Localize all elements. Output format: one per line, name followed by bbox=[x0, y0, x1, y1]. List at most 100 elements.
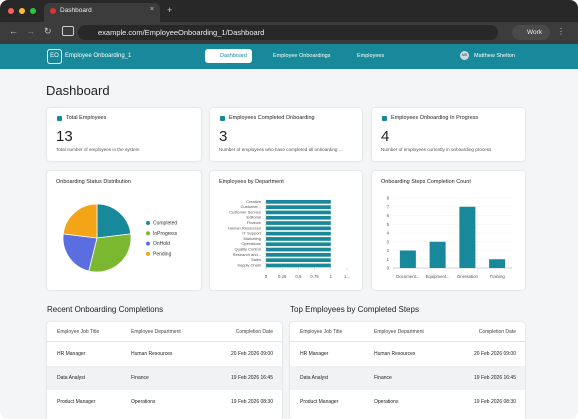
table-cell: Product Manager bbox=[57, 399, 96, 405]
active-nav-pill[interactable] bbox=[205, 49, 252, 63]
x-tick-label: Training bbox=[489, 274, 505, 279]
table-cell: 19 Feb 2026 16:45 bbox=[474, 375, 516, 381]
x-tick-label: 0.5 bbox=[295, 274, 302, 279]
table-title: Recent Onboarding Completions bbox=[47, 305, 164, 314]
stat-value: 13 bbox=[56, 128, 73, 145]
stat-card bbox=[210, 108, 362, 161]
nav-link[interactable]: Employees bbox=[357, 53, 385, 59]
stat-value: 4 bbox=[381, 128, 390, 145]
stat-title: Employees Completed Onboarding bbox=[229, 115, 315, 121]
stat-value: 3 bbox=[219, 128, 228, 145]
nav-link[interactable]: Dashboard bbox=[220, 53, 247, 59]
app-navbar bbox=[0, 44, 578, 69]
new-tab[interactable]: + bbox=[167, 5, 173, 15]
x-tick-label: Equipment... bbox=[426, 274, 450, 279]
table-cell: HR Manager bbox=[57, 351, 86, 357]
table-cell: Product Manager bbox=[300, 399, 339, 405]
chart-title: Onboarding Status Distribution bbox=[56, 179, 131, 185]
pie-slice bbox=[62, 203, 98, 239]
stat-card bbox=[47, 108, 201, 161]
column-header: Employee Department bbox=[131, 329, 181, 335]
y-tick-label: IT Support bbox=[242, 231, 261, 236]
chart-title: Employees by Department bbox=[219, 179, 284, 185]
x-tick-label: 1 bbox=[330, 274, 333, 279]
row-stripe bbox=[290, 366, 525, 390]
column-header: Employee Job Title bbox=[57, 329, 100, 335]
x-tick-label: Orientation bbox=[457, 274, 479, 279]
table-cell: Data Analyst bbox=[300, 375, 329, 381]
maximize-button[interactable] bbox=[30, 8, 36, 14]
close-button[interactable] bbox=[8, 8, 14, 14]
forward-button[interactable]: → bbox=[26, 26, 35, 36]
tab-search[interactable] bbox=[62, 26, 74, 36]
y-tick-label: 1 bbox=[387, 257, 390, 262]
y-tick-label: Customer... bbox=[241, 204, 261, 209]
bar bbox=[266, 205, 331, 209]
column-header: Completion Date bbox=[478, 329, 516, 335]
table-cell: 19 Feb 2026 16:45 bbox=[231, 375, 273, 381]
y-tick-label: 8 bbox=[387, 196, 390, 201]
bar bbox=[266, 200, 331, 204]
app-name[interactable]: Employee Onboarding_1 bbox=[65, 53, 132, 59]
stat-title: Employees Onboarding In Progress bbox=[391, 115, 479, 121]
y-tick-label: Sales bbox=[251, 257, 261, 262]
y-tick-label: Supply Chain bbox=[237, 262, 261, 267]
tab-title: Dashboard bbox=[60, 7, 92, 14]
tab-close[interactable]: × bbox=[150, 6, 155, 13]
bar bbox=[459, 206, 476, 268]
user-name[interactable]: Matthew Shelton bbox=[474, 53, 515, 59]
y-tick-label: Quality Control bbox=[235, 247, 262, 252]
column-header: Employee Department bbox=[374, 329, 424, 335]
table-cell: 19 Feb 2026 08:30 bbox=[231, 399, 273, 405]
page-title: Dashboard bbox=[46, 83, 110, 98]
row-divider bbox=[47, 341, 282, 342]
stat-card bbox=[372, 108, 525, 161]
y-tick-label: Editorial bbox=[247, 215, 262, 220]
stat-icon bbox=[57, 116, 62, 121]
y-tick-label: 3 bbox=[387, 239, 390, 244]
bar bbox=[266, 237, 331, 241]
column-header: Employee Job Title bbox=[300, 329, 343, 335]
bar bbox=[489, 259, 506, 268]
column-header: Completion Date bbox=[235, 329, 273, 335]
profile-button[interactable] bbox=[512, 25, 550, 40]
x-tick-label: 0.75 bbox=[310, 274, 319, 279]
menu-button[interactable]: ⋮ bbox=[557, 27, 565, 36]
pie-slice bbox=[62, 233, 98, 272]
legend-swatch bbox=[146, 221, 150, 225]
logo[interactable]: EO bbox=[47, 49, 62, 64]
nav-link[interactable]: Employee Onboardings bbox=[273, 53, 331, 59]
legend-label: OnHold bbox=[153, 241, 170, 247]
avatar[interactable]: MS bbox=[460, 51, 469, 60]
bar bbox=[399, 250, 416, 268]
url: example.com/EmployeeOnboarding_1/Dashboa… bbox=[98, 28, 265, 37]
x-tick-label: 1... bbox=[344, 274, 350, 279]
bar bbox=[429, 241, 446, 268]
table-cell: Data Analyst bbox=[57, 375, 86, 381]
legend-swatch bbox=[146, 251, 150, 256]
bar bbox=[266, 210, 331, 215]
address-bar[interactable] bbox=[78, 25, 498, 40]
back-button[interactable]: ← bbox=[9, 26, 18, 36]
y-tick-label: Finance bbox=[247, 220, 262, 225]
chart-card bbox=[210, 171, 362, 290]
table-title: Top Employees by Completed Steps bbox=[290, 305, 419, 314]
y-tick-label: 5 bbox=[387, 222, 390, 227]
table-cell: 19 Feb 2026 08:30 bbox=[474, 399, 516, 405]
legend-label: InProgress bbox=[153, 231, 178, 237]
chart-title: Onboarding Steps Completion Count bbox=[381, 179, 471, 185]
table-cell: 20 Feb 2026 09:00 bbox=[231, 351, 273, 357]
active-tab[interactable] bbox=[44, 3, 160, 22]
legend-label: Completed bbox=[153, 221, 177, 227]
stat-title: Total Employees bbox=[66, 115, 107, 121]
pie-slice bbox=[96, 203, 132, 239]
y-tick-label: 6 bbox=[387, 213, 390, 218]
table-cell: Operations bbox=[131, 399, 156, 405]
minimize-button[interactable] bbox=[19, 8, 25, 14]
bar bbox=[266, 253, 331, 257]
table-cell: Human Resources bbox=[131, 351, 173, 357]
y-tick-label: 2 bbox=[387, 248, 390, 253]
reload-button[interactable]: ↻ bbox=[44, 26, 52, 36]
